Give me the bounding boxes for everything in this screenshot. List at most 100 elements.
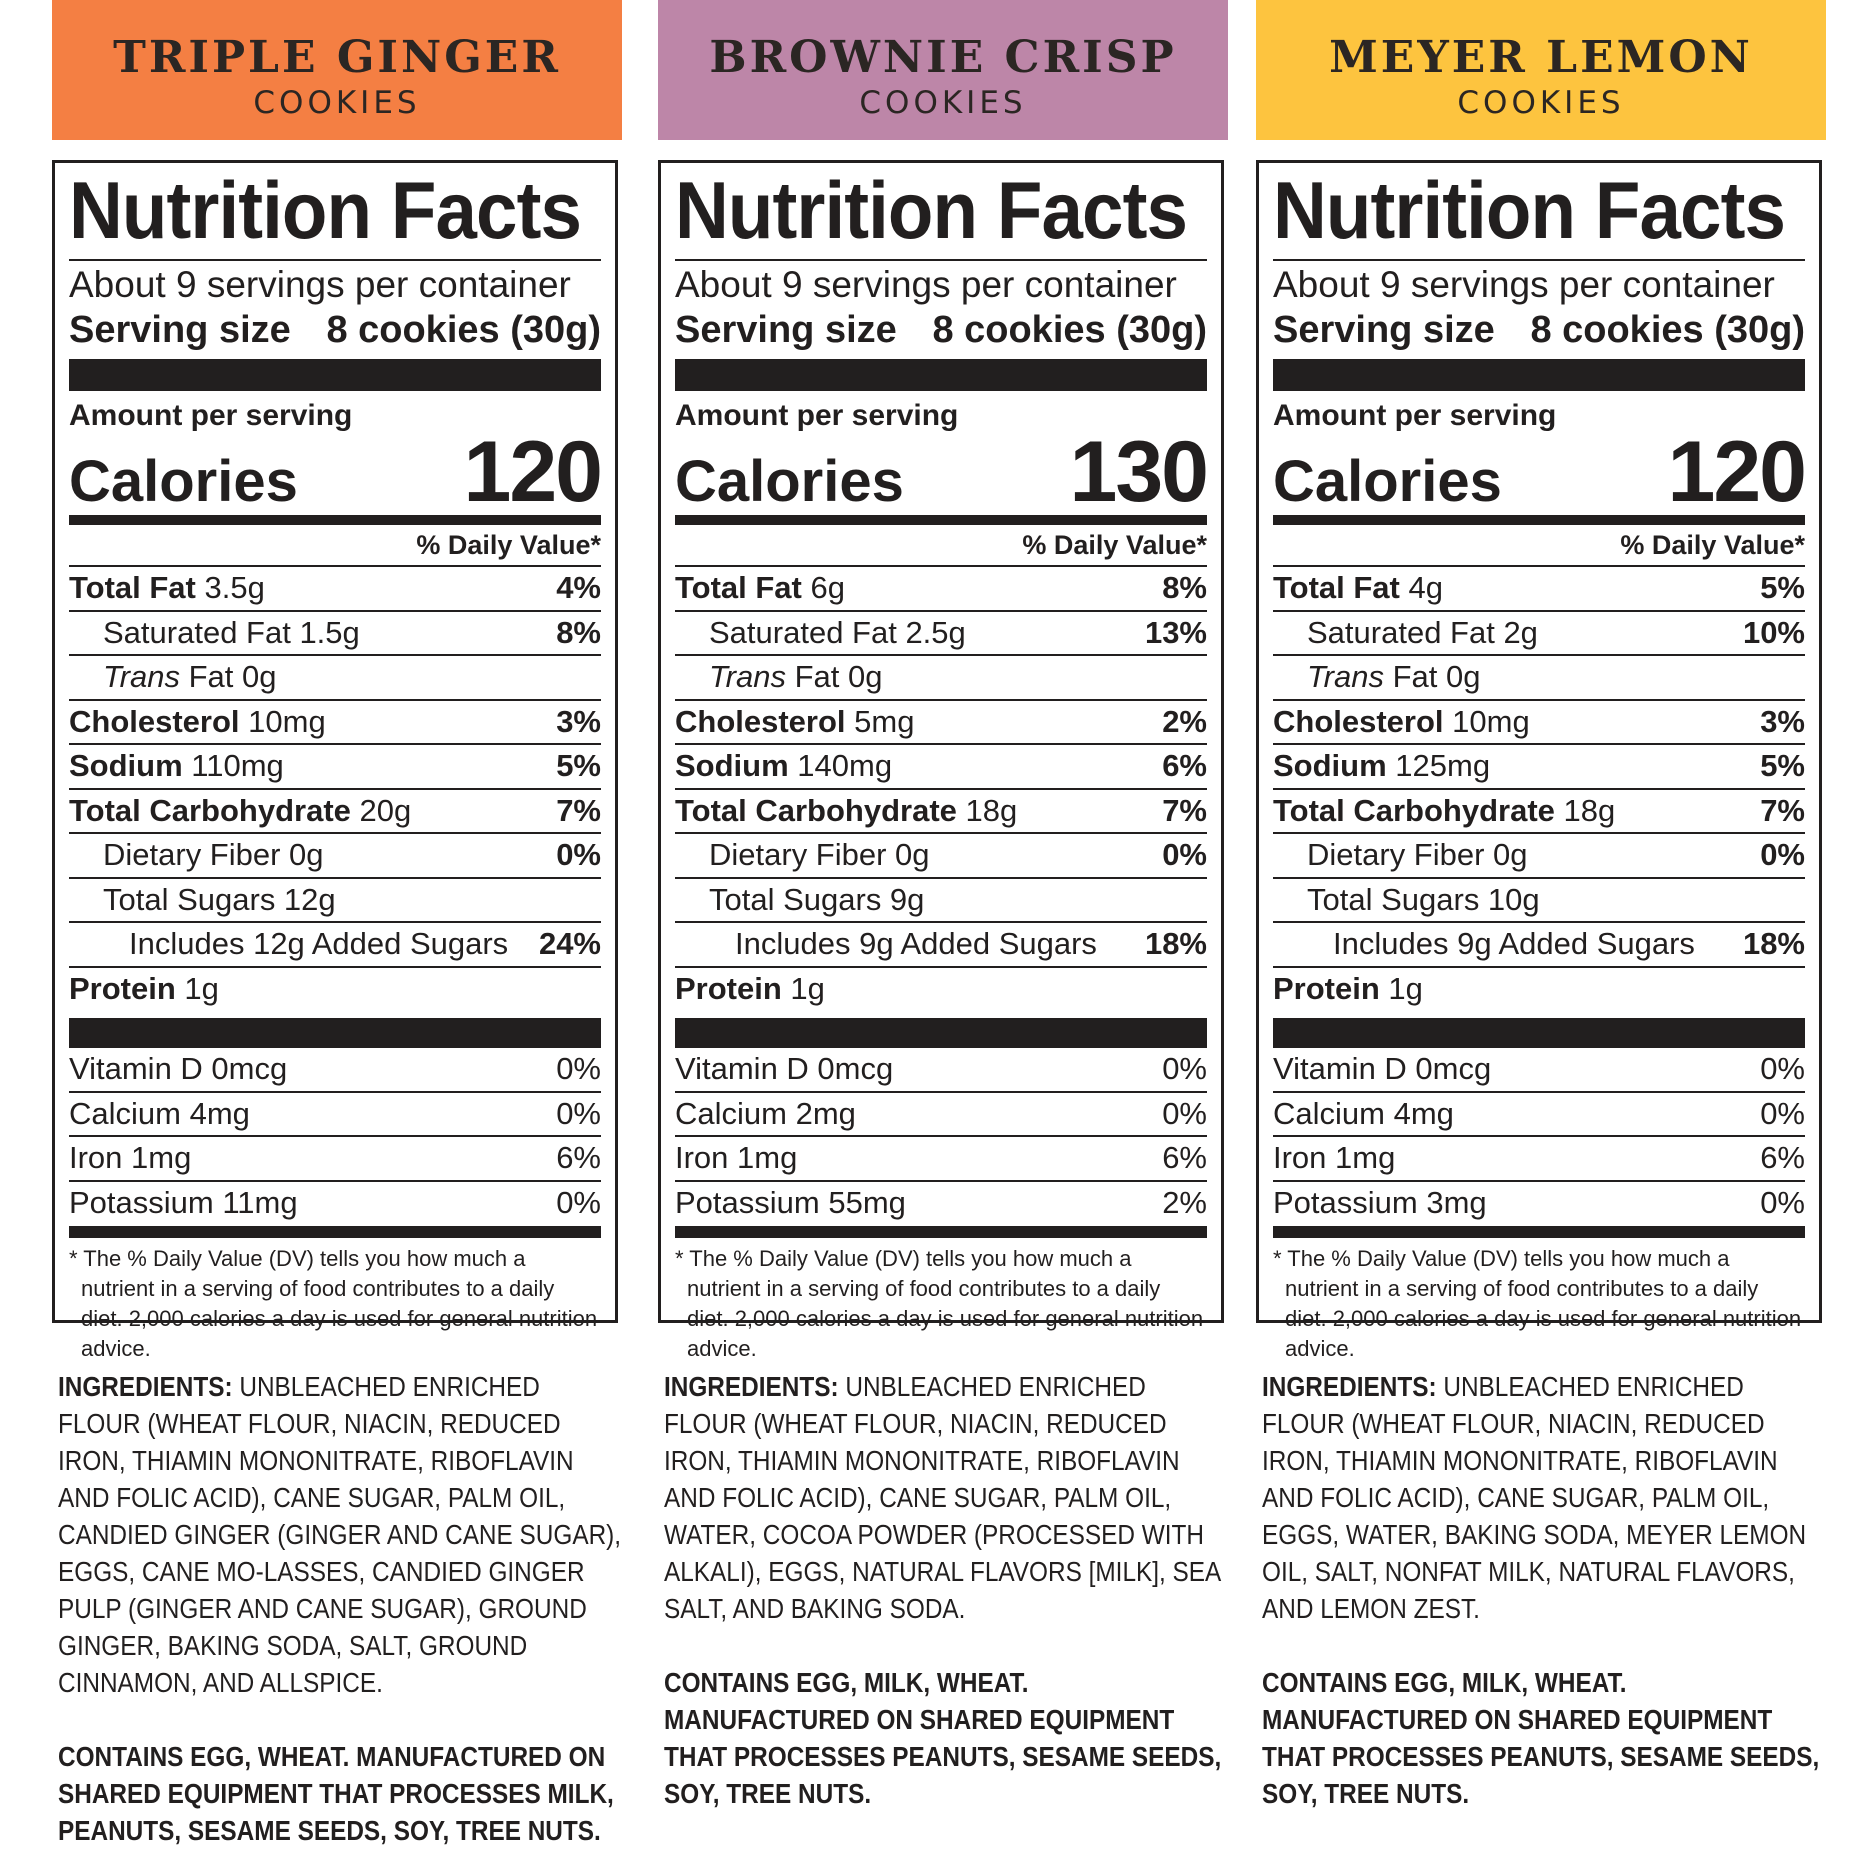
- ingredients-text: INGREDIENTS: UNBLEACHED ENRICHED FLOUR (…: [58, 1368, 628, 1701]
- ingredients-list: UNBLEACHED ENRICHED FLOUR (WHEAT FLOUR, …: [1262, 1371, 1807, 1624]
- vitamin-percent: 6%: [1760, 1140, 1805, 1175]
- vitamin-label: Vitamin D 0mcg: [675, 1051, 894, 1086]
- calories-label: Calories: [675, 449, 904, 514]
- serving-size-value: 8 cookies (30g): [932, 309, 1207, 351]
- nutrient-amount: 1g: [1388, 970, 1423, 1006]
- nutrient-row-total-carbohydrate: Total Carbohydrate 20g 7%: [69, 790, 601, 834]
- serving-size-value: 8 cookies (30g): [326, 309, 601, 351]
- nutrient-label: Total Carbohydrate: [1273, 792, 1555, 828]
- nutrient-percent: 8%: [556, 614, 601, 650]
- nutrient-row-sodium: Sodium 125mg 5%: [1273, 745, 1805, 790]
- nutrient-label: Total Fat: [1273, 570, 1400, 605]
- nutrient-label-italic: Trans: [1307, 659, 1384, 694]
- calories-row: Calories 130: [675, 429, 1209, 515]
- nutrition-facts-label: Nutrition Facts About 9 servings per con…: [52, 160, 618, 1361]
- nutrient-amount: 20g: [359, 792, 412, 828]
- nutrient-row-total-sugars: Total Sugars 10g: [1273, 879, 1805, 923]
- allergen-statement: CONTAINS EGG, WHEAT. MANUFACTURED ON SHA…: [58, 1741, 614, 1846]
- nutrient-label: Fat 0g: [794, 659, 883, 694]
- calories-value: 120: [463, 424, 603, 520]
- ingredients-text: INGREDIENTS: UNBLEACHED ENRICHED FLOUR (…: [664, 1368, 1234, 1627]
- product-banner: BROWNIE CRISP COOKIES: [658, 0, 1228, 140]
- divider-medium: [69, 515, 601, 525]
- nutrient-row-saturated-fat: Saturated Fat 2.5g 13%: [675, 612, 1207, 656]
- nutrient-amount: 125mg: [1395, 748, 1491, 783]
- ingredients-list: UNBLEACHED ENRICHED FLOUR (WHEAT FLOUR, …: [664, 1371, 1220, 1624]
- serving-size-label: Serving size: [1273, 309, 1495, 351]
- daily-value-header: % Daily Value*: [69, 525, 601, 567]
- nutrient-row-total-sugars: Total Sugars 9g: [675, 879, 1207, 923]
- product-name: MEYER LEMON: [1329, 32, 1753, 83]
- ingredients-block: INGREDIENTS: UNBLEACHED ENRICHED FLOUR (…: [58, 1368, 628, 1849]
- divider-medium: [675, 1226, 1207, 1238]
- nutrient-amount: 18g: [965, 792, 1018, 828]
- nutrient-percent: 10%: [1742, 614, 1805, 650]
- nutrient-amount: 10mg: [1452, 703, 1530, 739]
- product-banner: MEYER LEMON COOKIES: [1256, 0, 1826, 140]
- nutrient-percent: 5%: [556, 748, 601, 783]
- nutrient-amount: 110mg: [191, 748, 284, 783]
- nutrient-row-total-carbohydrate: Total Carbohydrate 18g 7%: [1273, 790, 1805, 834]
- nutrient-label: Total Sugars 12g: [103, 881, 336, 917]
- vitamin-percent: 6%: [556, 1140, 601, 1175]
- nutrient-row-total-fat: Total Fat 6g 8%: [675, 567, 1207, 612]
- nutrition-facts-label: Nutrition Facts About 9 servings per con…: [1256, 160, 1822, 1361]
- nutrient-amount: 4g: [1408, 570, 1443, 605]
- nutrient-row-protein: Protein 1g: [1273, 968, 1805, 1011]
- nutrient-label-italic: Trans: [103, 659, 180, 694]
- ingredients-text: INGREDIENTS: UNBLEACHED ENRICHED FLOUR (…: [1262, 1368, 1832, 1627]
- serving-size-label: Serving size: [675, 309, 897, 351]
- vitamin-row-potassium: Potassium 3mg 0%: [1273, 1182, 1805, 1225]
- nutrient-label: Dietary Fiber 0g: [103, 837, 324, 872]
- nutrient-label: Includes 9g Added Sugars: [735, 926, 1097, 961]
- vitamin-row-calcium: Calcium 4mg 0%: [1273, 1093, 1805, 1137]
- nutrient-label-italic: Trans: [709, 659, 786, 694]
- allergen-statement: CONTAINS EGG, MILK, WHEAT. MANUFACTURED …: [1262, 1667, 1820, 1809]
- nutrient-amount: 6g: [810, 570, 845, 605]
- nutrient-label: Total Sugars 9g: [709, 881, 925, 917]
- divider-thick: [675, 359, 1207, 391]
- nutrient-label: Sodium: [69, 748, 183, 783]
- product-column: TRIPLE GINGER COOKIES Nutrition Facts Ab…: [52, 0, 622, 1846]
- divider-thick: [675, 1018, 1207, 1048]
- daily-value-header: % Daily Value*: [1273, 525, 1805, 567]
- nutrient-row-cholesterol: Cholesterol 10mg 3%: [1273, 701, 1805, 745]
- nutrient-label: Sodium: [1273, 748, 1387, 783]
- nutrient-amount: 18g: [1563, 792, 1616, 828]
- vitamin-row-potassium: Potassium 11mg 0%: [69, 1182, 601, 1225]
- divider-thick: [69, 1018, 601, 1048]
- nutrition-facts-label: Nutrition Facts About 9 servings per con…: [658, 160, 1224, 1361]
- vitamin-label: Potassium 11mg: [69, 1184, 298, 1220]
- nutrient-label: Saturated Fat 1.5g: [103, 614, 360, 650]
- nutrient-label: Total Fat: [69, 570, 196, 605]
- nutrient-percent: 7%: [1162, 792, 1207, 828]
- nutrient-row-total-sugars: Total Sugars 12g: [69, 879, 601, 923]
- product-type: COOKIES: [253, 85, 421, 121]
- nutrient-label: Total Fat: [675, 570, 802, 605]
- vitamin-percent: 0%: [1760, 1095, 1805, 1131]
- vitamin-label: Calcium 4mg: [69, 1095, 250, 1131]
- vitamin-row-calcium: Calcium 4mg 0%: [69, 1093, 601, 1137]
- product-type: COOKIES: [1457, 85, 1625, 121]
- nutrient-percent: 0%: [1760, 837, 1805, 872]
- calories-value: 120: [1667, 424, 1807, 520]
- nutrient-row-cholesterol: Cholesterol 10mg 3%: [69, 701, 601, 745]
- calories-row: Calories 120: [69, 424, 603, 520]
- allergen-statement: CONTAINS EGG, MILK, WHEAT. MANUFACTURED …: [664, 1667, 1222, 1809]
- vitamin-percent: 0%: [1760, 1184, 1805, 1220]
- servings-per-container: About 9 servings per container: [1273, 259, 1805, 309]
- nutrient-label: Protein: [1273, 970, 1380, 1006]
- ingredients-label: INGREDIENTS:: [664, 1371, 839, 1402]
- servings-per-container: About 9 servings per container: [675, 259, 1207, 309]
- nutrient-percent: 4%: [556, 570, 601, 605]
- nutrient-label: Protein: [69, 970, 176, 1006]
- divider-medium: [69, 1226, 601, 1238]
- product-name: TRIPLE GINGER: [113, 32, 561, 83]
- nutrient-label: Fat 0g: [188, 659, 277, 694]
- vitamin-percent: 0%: [556, 1095, 601, 1131]
- nutrient-percent: 18%: [1144, 926, 1207, 961]
- nutrient-label: Dietary Fiber 0g: [709, 837, 930, 872]
- divider-thick: [1273, 1018, 1805, 1048]
- divider-medium: [1273, 515, 1805, 525]
- amount-per-serving: Amount per serving: [69, 399, 353, 432]
